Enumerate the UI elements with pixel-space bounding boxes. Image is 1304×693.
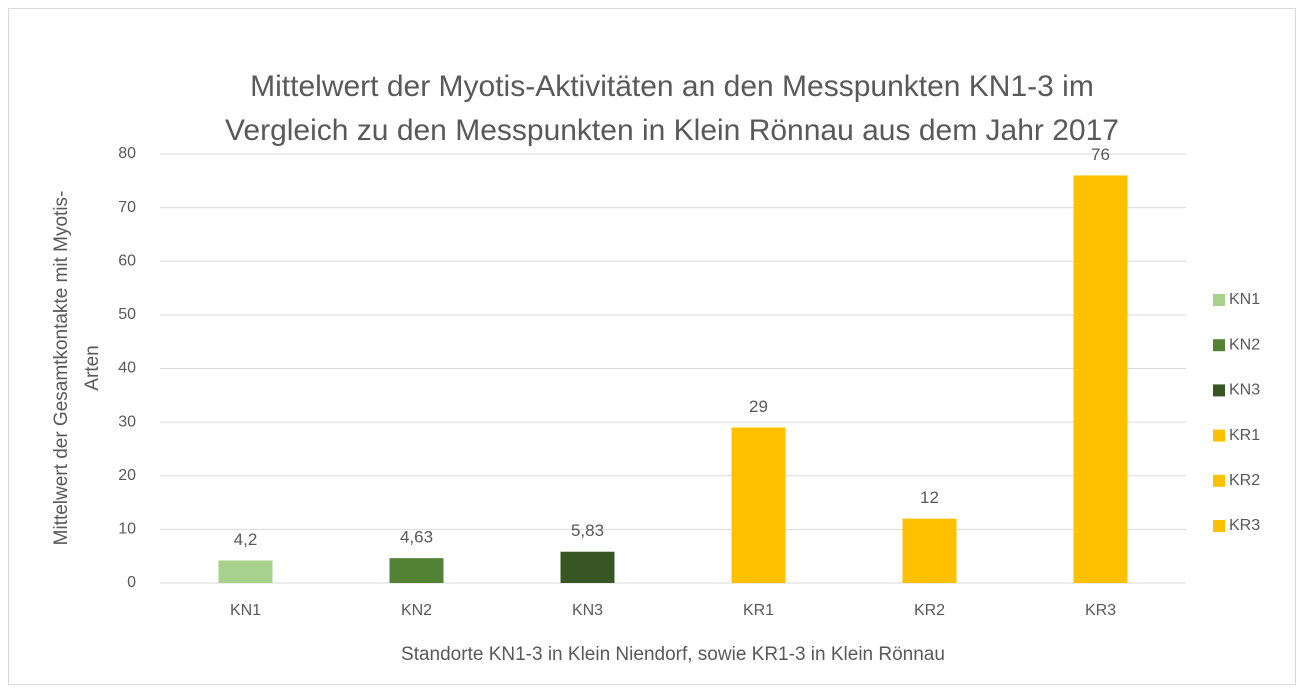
data-label: 12 — [920, 488, 939, 507]
legend-label: KN2 — [1229, 336, 1260, 353]
x-tick-label: KN1 — [230, 602, 261, 619]
legend-swatch — [1213, 384, 1225, 397]
x-tick-label: KR2 — [914, 602, 945, 619]
y-tick-label: 70 — [118, 199, 136, 216]
y-axis-title: Mittelwert der Gesamtkontakte mit Myotis… — [51, 191, 72, 546]
data-label: 29 — [749, 397, 768, 416]
chart-title: Vergleich zu den Messpunkten in Klein Rö… — [225, 114, 1119, 147]
bar — [731, 427, 786, 583]
y-axis-title: Arten — [82, 345, 103, 390]
legend-label: KR3 — [1229, 517, 1260, 534]
data-label: 4,63 — [400, 528, 433, 547]
legend-swatch — [1213, 520, 1225, 532]
y-tick-label: 80 — [118, 145, 136, 162]
x-tick-label: KR1 — [743, 602, 774, 619]
legend-swatch — [1213, 294, 1225, 306]
data-label: 76 — [1091, 145, 1110, 164]
x-axis-title: Standorte KN1-3 in Klein Niendorf, sowie… — [401, 644, 945, 665]
x-tick-label: KN3 — [572, 602, 603, 619]
legend-swatch — [1213, 474, 1225, 487]
y-tick-label: 40 — [118, 360, 136, 377]
y-tick-label: 20 — [118, 467, 136, 484]
y-tick-label: 10 — [118, 521, 136, 538]
legend-label: KR2 — [1229, 472, 1260, 489]
bar — [218, 560, 273, 583]
legend-swatch — [1213, 339, 1225, 352]
y-tick-label: 0 — [127, 574, 136, 591]
chart-title: Mittelwert der Myotis-Aktivitäten an den… — [250, 70, 1094, 103]
legend-label: KN1 — [1229, 291, 1260, 308]
bar — [389, 558, 444, 583]
data-label: 4,2 — [234, 530, 258, 549]
y-tick-label: 50 — [118, 306, 136, 323]
legend-swatch — [1213, 429, 1225, 442]
bar — [560, 551, 615, 583]
legend-label: KN3 — [1229, 382, 1260, 399]
x-tick-label: KN2 — [401, 602, 432, 619]
bar — [1073, 175, 1128, 583]
data-label: 5,83 — [571, 521, 604, 540]
y-tick-label: 30 — [118, 413, 136, 430]
bar — [902, 518, 957, 583]
legend-label: KR1 — [1229, 427, 1260, 444]
x-tick-label: KR3 — [1085, 602, 1116, 619]
y-tick-label: 60 — [118, 252, 136, 269]
